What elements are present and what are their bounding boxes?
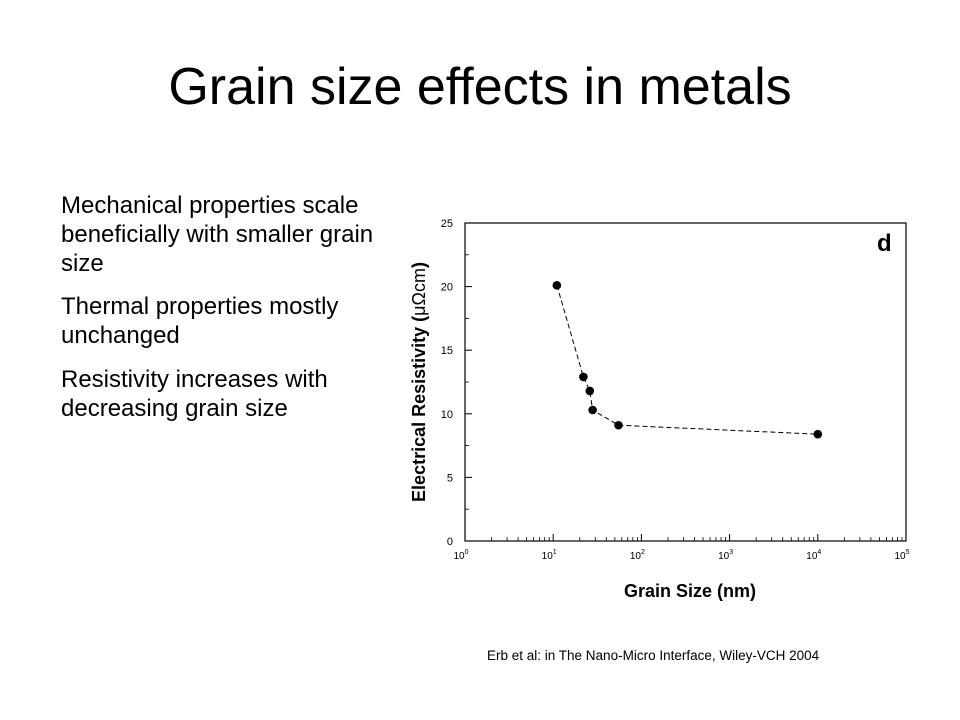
- panel-label: d: [877, 230, 892, 257]
- data-point: [614, 420, 623, 430]
- series-line: [556, 285, 818, 435]
- y-tick-label: 20: [441, 282, 453, 294]
- x-axis-label: Grain Size (nm): [624, 581, 756, 601]
- x-tick-label: 102: [630, 549, 645, 562]
- x-tick-label: 100: [453, 549, 468, 562]
- y-axis-label-main: Electrical Resistivity (: [409, 316, 429, 502]
- x-tick-label: 105: [894, 549, 909, 562]
- slide-title: Grain size effects in metals: [168, 58, 792, 116]
- y-tick-label: 10: [441, 409, 453, 421]
- y-tick-label: 5: [447, 472, 453, 484]
- data-point: [813, 429, 823, 439]
- data-point: [579, 372, 588, 382]
- x-tick-label: 104: [806, 549, 821, 562]
- y-axis-label-close: ): [409, 262, 429, 268]
- bullet-list: Mechanical properties scale beneficially…: [61, 192, 381, 439]
- citation: Erb et al: in The Nano-Micro Interface, …: [487, 648, 820, 663]
- y-tick-label: 0: [447, 536, 453, 548]
- plot-frame: [464, 222, 907, 542]
- data-point: [585, 386, 595, 396]
- x-tick-label: 101: [542, 549, 557, 562]
- bullet-resistivity: Resistivity increases with decreasing gr…: [61, 365, 328, 422]
- y-tick-label: 25: [441, 218, 453, 230]
- y-axis-label: Electrical Resistivity (μΩcm): [409, 262, 429, 502]
- bullet-mechanical: Mechanical properties scale beneficially…: [61, 192, 374, 277]
- data-point: [552, 281, 562, 290]
- y-tick-label: 15: [441, 345, 453, 357]
- data-point: [588, 405, 597, 415]
- x-tick-label: 103: [718, 549, 733, 562]
- bullet-thermal: Thermal properties mostly unchanged: [61, 293, 339, 350]
- resistivity-chart: 0 5 10 15 20 25 100 101 102 103 104 105 d Grain Si…: [409, 218, 910, 601]
- y-axis-label-unit: μΩcm: [409, 268, 429, 316]
